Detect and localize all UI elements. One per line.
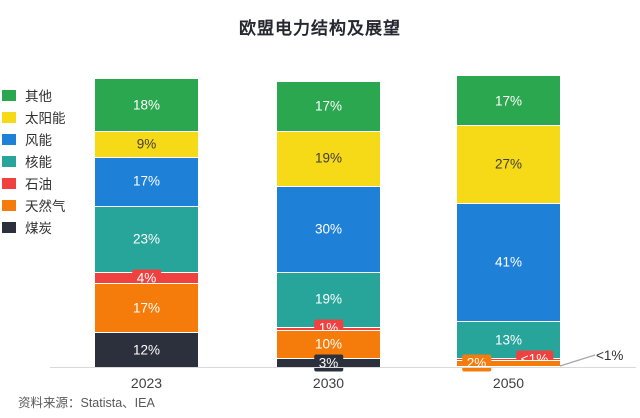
segment-label: 17% — [494, 93, 523, 109]
segment-label: 12% — [132, 342, 161, 358]
bar-segment-2030-其他 — [277, 81, 380, 131]
legend-swatch-icon — [2, 177, 16, 189]
legend-item-1: 太阳能 — [2, 106, 66, 128]
bar-segment-2023-天然气 — [95, 283, 198, 333]
segment-label: 17% — [132, 300, 161, 316]
bar-segment-2030-核能 — [277, 271, 380, 327]
x-axis-tick-label: 2023 — [130, 375, 163, 391]
segment-label: 27% — [494, 156, 523, 172]
segment-badge-label: 4% — [131, 269, 162, 287]
segment-label: 10% — [314, 336, 343, 352]
segment-label: 17% — [132, 173, 161, 189]
legend-label: 风能 — [25, 133, 52, 148]
legend-swatch-icon — [2, 155, 16, 167]
x-axis-tick-label: 2050 — [492, 375, 525, 391]
segment-label: 18% — [132, 97, 161, 113]
bar-segment-2050-其他 — [457, 76, 560, 126]
legend-swatch-icon — [2, 133, 16, 145]
legend-swatch-icon — [2, 89, 16, 101]
legend-label: 太阳能 — [25, 111, 66, 126]
bar-segment-2023-太阳能 — [95, 130, 198, 157]
callout-leader-line — [559, 354, 596, 367]
legend-swatch-icon — [2, 221, 16, 233]
segment-badge-label: 2% — [461, 354, 492, 372]
legend-label: 煤炭 — [25, 221, 52, 236]
legend-item-4: 石油 — [2, 172, 66, 194]
bar-segment-2050-天然气 — [457, 360, 560, 366]
segment-label: 9% — [136, 136, 157, 152]
bar-segment-2023-风能 — [95, 156, 198, 206]
segment-label: 19% — [314, 291, 343, 307]
outside-callout-label: <1% — [596, 348, 624, 363]
x-axis-tick-label: 2030 — [312, 375, 345, 391]
legend-label: 核能 — [25, 155, 52, 170]
bar-segment-2030-太阳能 — [277, 130, 380, 186]
segment-label: 19% — [314, 150, 343, 166]
bar-segment-2030-天然气 — [277, 329, 380, 359]
legend: 其他太阳能风能核能石油天然气煤炭 — [2, 84, 66, 238]
legend-item-5: 天然气 — [2, 194, 66, 216]
legend-label: 其他 — [25, 89, 52, 104]
segment-label: 41% — [494, 254, 523, 270]
legend-item-2: 风能 — [2, 128, 66, 150]
legend-label: 天然气 — [25, 199, 66, 214]
bar-segment-2030-风能 — [277, 185, 380, 272]
bar-segment-2050-风能 — [457, 202, 560, 321]
segment-badge-label: 3% — [313, 354, 344, 372]
segment-label: 17% — [314, 98, 343, 114]
x-axis-line — [50, 367, 636, 368]
bar-segment-2023-核能 — [95, 205, 198, 272]
legend-item-3: 核能 — [2, 150, 66, 172]
legend-item-0: 其他 — [2, 84, 66, 106]
legend-swatch-icon — [2, 199, 16, 211]
bar-segment-2023-其他 — [95, 79, 198, 131]
segment-label: 23% — [132, 231, 161, 247]
bar-segment-2050-太阳能 — [457, 125, 560, 203]
bar-segment-2050-煤炭 — [457, 365, 560, 367]
legend-swatch-icon — [2, 111, 16, 123]
chart-title: 欧盟电力结构及展望 — [239, 19, 401, 38]
bar-segment-2050-石油 — [457, 358, 560, 361]
bar-segment-2023-煤炭 — [95, 332, 198, 367]
segment-label: 30% — [314, 221, 343, 237]
source-note: 资料来源：Statista、IEA — [18, 396, 155, 410]
legend-label: 石油 — [25, 177, 52, 192]
segment-label: 13% — [494, 332, 523, 348]
legend-item-6: 煤炭 — [2, 216, 66, 238]
